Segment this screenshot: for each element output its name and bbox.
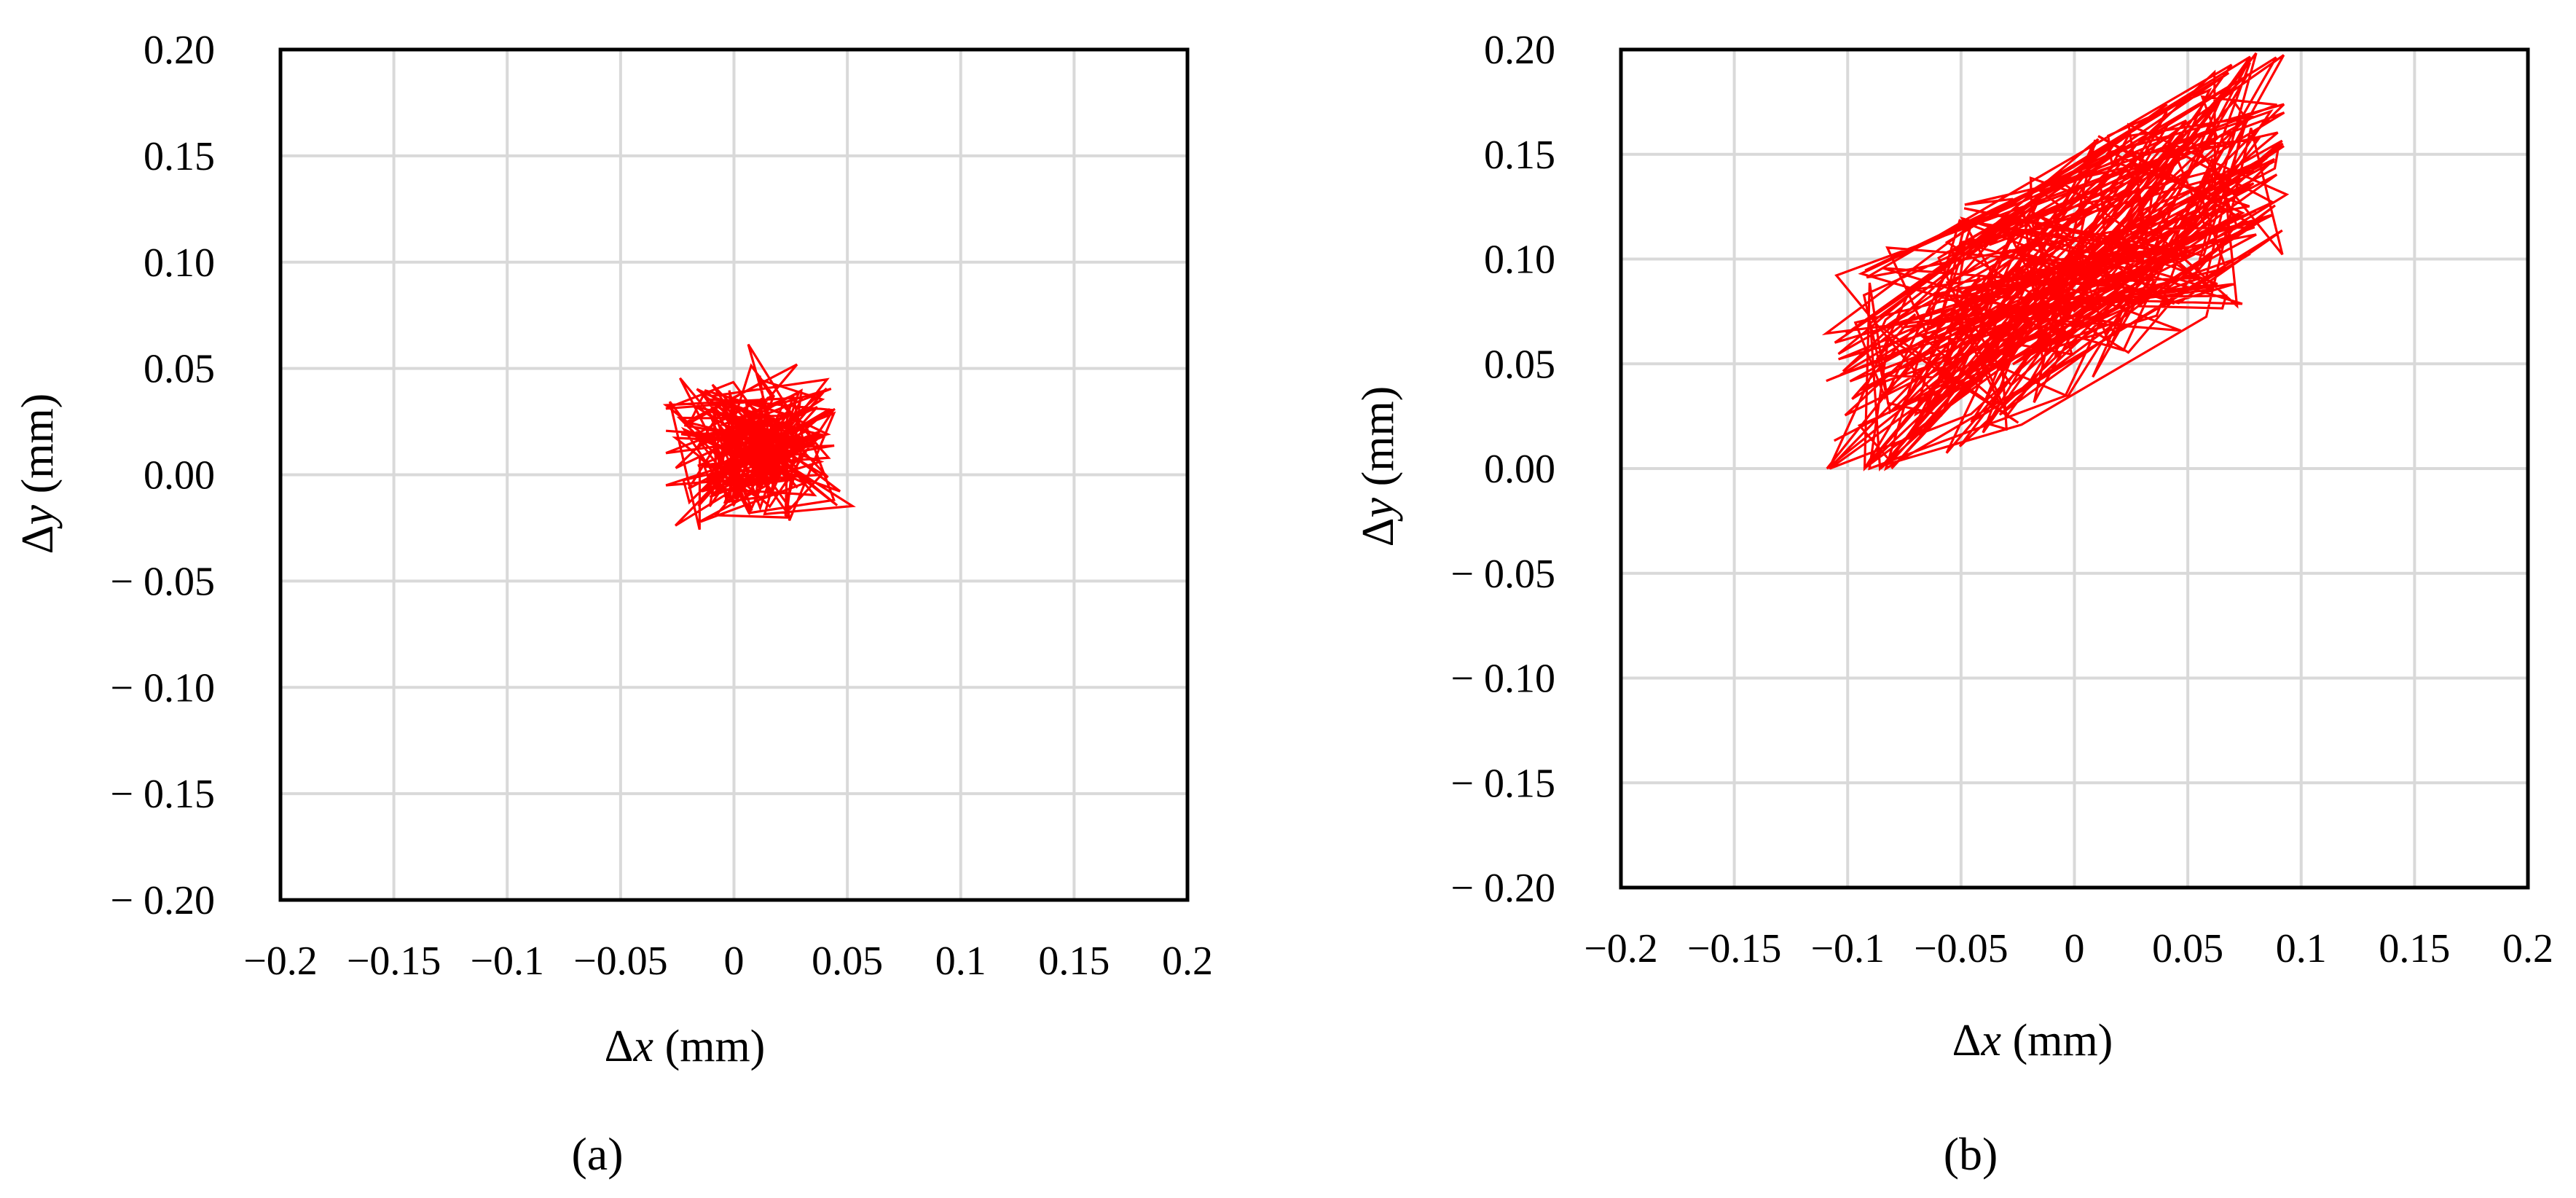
y-axis-title-a: Δy (mm) [13,394,63,555]
x-tick-label-b-5: 0.05 [2152,926,2223,971]
y-tick-label-a-4: 0.00 [144,453,215,498]
x-tick-label-b-4: 0 [2065,926,2085,971]
y-tick-label-b-5: − 0.05 [1450,552,1555,597]
x-tick-label-a-6: 0.1 [935,939,986,984]
x-axis-title-a: Δx (mm) [605,1022,766,1071]
panel-label-a: (a) [571,1128,623,1180]
x-tick-label-a-1: −0.15 [347,939,441,984]
y-tick-label-b-6: − 0.10 [1450,657,1555,702]
x-tick-label-b-1: −0.15 [1687,926,1782,971]
trajectory-line-a [662,343,856,531]
plot-frame-a [278,47,1190,902]
x-tick-label-a-8: 0.2 [1162,939,1213,984]
panel-label-b: (b) [1944,1128,1998,1180]
y-tick-labels-b: 0.20 0.15 0.10 0.05 0.00 − 0.05 − 0.10 − 0.15 − … [1450,28,1555,911]
x-tick-labels-b: −0.2 −0.15 −0.1 −0.05 0 0.05 0.1 0.15 0.2 [1584,926,2553,971]
x-tick-labels-a: −0.2 −0.15 −0.1 −0.05 0 0.05 0.1 0.15 0.2 [243,939,1213,984]
y-tick-label-a-1: 0.15 [144,134,215,179]
y-tick-label-a-0: 0.20 [144,28,215,73]
y-tick-label-b-2: 0.10 [1484,238,1555,283]
trajectory-line-b [1821,52,2290,472]
x-tick-label-a-7: 0.15 [1038,939,1110,984]
x-tick-label-a-5: 0.05 [812,939,883,984]
x-tick-label-a-4: 0 [724,939,745,984]
y-tick-label-b-1: 0.15 [1484,133,1555,178]
chart-panel-b: −0.2 −0.15 −0.1 −0.05 0 0.05 0.1 0.15 0.2 0.200.… [1354,28,2553,1180]
y-axis-title-b: Δy (mm) [1354,386,1403,547]
x-tick-label-b-2: −0.1 [1810,926,1885,971]
chart-panel-a: −0.2 −0.15 −0.1 −0.05 0 0.05 0.1 0.15 0.2 0.200.… [13,28,1213,1180]
x-axis-title-b: Δx (mm) [1952,1016,2113,1065]
x-tick-label-a-3: −0.05 [573,939,668,984]
x-tick-label-b-7: 0.15 [2379,926,2450,971]
gridlines-b [1619,48,2529,889]
y-tick-label-a-8: − 0.20 [110,878,215,923]
x-tick-label-b-8: 0.2 [2502,926,2553,971]
x-tick-label-a-2: −0.1 [470,939,544,984]
y-tick-label-b-3: 0.05 [1484,342,1555,387]
plot-frame-b [1619,47,2530,890]
y-tick-label-a-7: − 0.15 [110,772,215,817]
y-tick-label-b-0: 0.20 [1484,28,1555,73]
y-tick-label-a-3: 0.05 [144,347,215,392]
x-tick-label-b-3: −0.05 [1914,926,2008,971]
y-tick-labels-a: 0.20 0.15 0.10 0.05 0.00 − 0.05 − 0.10 − 0.15 − … [110,28,215,923]
y-tick-label-a-2: 0.10 [144,240,215,286]
x-tick-label-a-0: −0.2 [243,939,318,984]
x-tick-label-b-6: 0.1 [2276,926,2327,971]
y-tick-label-a-5: − 0.05 [110,559,215,604]
x-tick-label-b-0: −0.2 [1584,926,1658,971]
y-tick-label-b-8: − 0.20 [1450,866,1555,911]
y-tick-label-b-7: − 0.15 [1450,761,1555,806]
y-tick-label-b-4: 0.00 [1484,447,1555,492]
y-tick-label-a-6: − 0.10 [110,665,215,710]
